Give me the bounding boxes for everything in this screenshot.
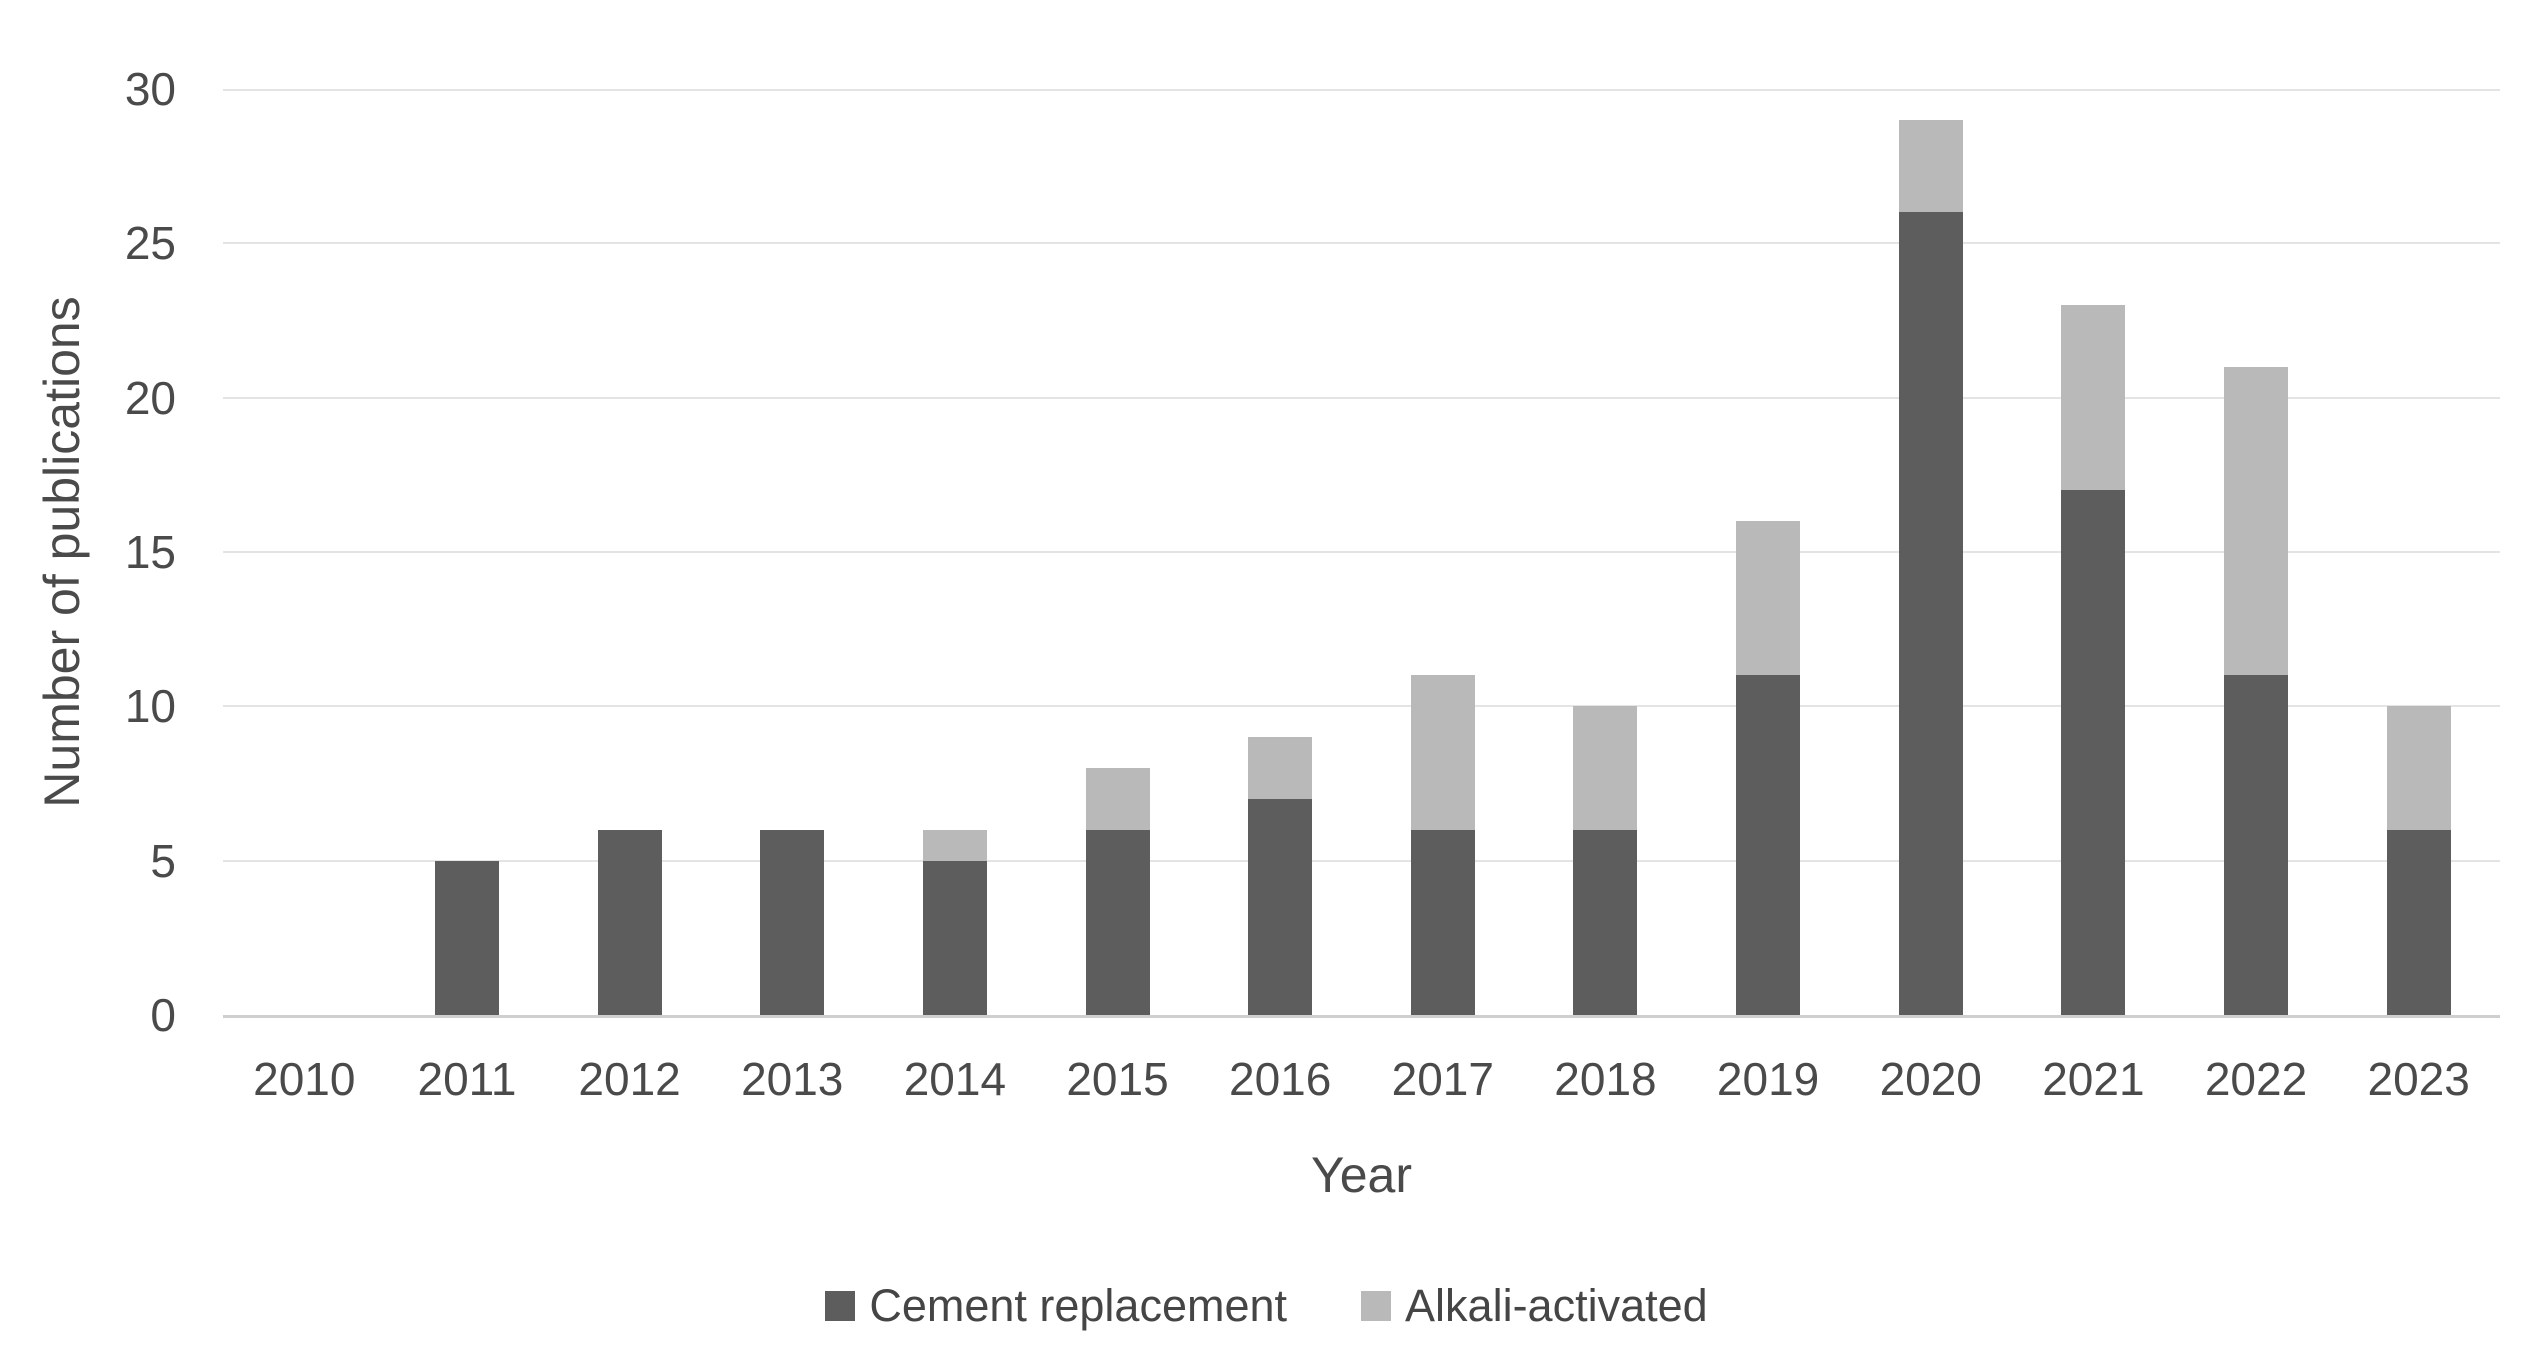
x-tick-label-2016: 2016 [1228, 1053, 1332, 1105]
bar-segment-cement-replacement-2015 [1085, 829, 1150, 1015]
bar-segment-cement-replacement-2018 [1573, 829, 1638, 1015]
legend-item-alkali-activated: Alkali-activated [1361, 1282, 1708, 1330]
bar-segment-alkali-activated-2022 [2224, 366, 2289, 676]
bar-segment-cement-replacement-2019 [1736, 675, 1801, 1015]
x-tick-label-2012: 2012 [578, 1053, 681, 1105]
legend-swatch-cement-replacement [825, 1291, 856, 1321]
x-tick-label-2023: 2023 [2367, 1053, 2470, 1105]
y-tick-label-30: 30 [124, 63, 176, 115]
y-tick-label-5: 5 [150, 834, 176, 887]
gridline-y-20 [223, 396, 2500, 399]
legend-label-alkali-activated: Alkali-activated [1405, 1280, 1708, 1331]
x-axis-title: Year [1310, 1147, 1413, 1203]
bar-segment-alkali-activated-2014 [922, 829, 987, 861]
legend-item-cement-replacement: Cement replacement [825, 1282, 1287, 1330]
bar-segment-alkali-activated-2023 [2386, 706, 2451, 830]
bar-segment-cement-replacement-2014 [922, 860, 987, 1015]
x-axis-tick-labels: 2010 2011 2012 2013 2014 2015 2016 2017 2018 2019… [223, 1056, 2500, 1106]
x-tick-label-2017: 2017 [1391, 1053, 1494, 1105]
x-tick-label-2021: 2021 [2042, 1053, 2145, 1105]
legend: Cement replacement Alkali-activated [0, 1282, 2533, 1330]
y-tick-label-0: 0 [150, 989, 176, 1041]
bar-segment-alkali-activated-2019 [1736, 521, 1801, 676]
y-tick-label-15: 15 [124, 526, 176, 578]
bar-segment-cement-replacement-2012 [597, 829, 662, 1015]
plot-area [223, 89, 2500, 1018]
bar-segment-cement-replacement-2013 [760, 829, 825, 1015]
x-tick-label-2022: 2022 [2204, 1053, 2308, 1105]
bar-segment-cement-replacement-2020 [1898, 212, 1963, 1015]
x-tick-label-2019: 2019 [1716, 1053, 1820, 1105]
gridline-y-10 [223, 705, 2500, 708]
gridline-y-25 [223, 242, 2500, 245]
legend-label-cement-replacement: Cement replacement [869, 1280, 1288, 1331]
bar-segment-cement-replacement-2022 [2224, 675, 2289, 1015]
x-tick-label-2013: 2013 [741, 1053, 844, 1105]
bar-segment-alkali-activated-2015 [1085, 768, 1150, 830]
bar-segment-cement-replacement-2017 [1410, 829, 1475, 1015]
y-tick-label-20: 20 [124, 371, 176, 424]
bar-segment-alkali-activated-2017 [1410, 675, 1475, 830]
legend-swatch-alkali-activated [1361, 1291, 1392, 1321]
bar-segment-alkali-activated-2016 [1248, 737, 1313, 799]
x-tick-label-2010: 2010 [253, 1053, 356, 1105]
x-tick-label-2015: 2015 [1066, 1053, 1169, 1105]
bar-segment-cement-replacement-2011 [434, 860, 499, 1015]
x-tick-label-2018: 2018 [1554, 1053, 1657, 1105]
bar-segment-cement-replacement-2021 [2061, 490, 2126, 1015]
bar-segment-alkali-activated-2020 [1898, 119, 1963, 213]
bar-segment-cement-replacement-2016 [1248, 798, 1313, 1015]
y-tick-label-25: 25 [124, 217, 176, 270]
bar-segment-cement-replacement-2023 [2386, 829, 2451, 1015]
x-tick-label-2020: 2020 [1879, 1053, 1982, 1105]
gridline-y-30 [223, 89, 2500, 91]
gridline-y-5 [223, 859, 2500, 862]
bar-segment-alkali-activated-2018 [1573, 706, 1638, 830]
gridline-y-15 [223, 551, 2500, 553]
x-tick-label-2014: 2014 [903, 1053, 1007, 1105]
y-tick-label-10: 10 [124, 680, 176, 733]
x-tick-label-2011: 2011 [417, 1053, 517, 1105]
bar-segment-alkali-activated-2021 [2061, 305, 2126, 491]
